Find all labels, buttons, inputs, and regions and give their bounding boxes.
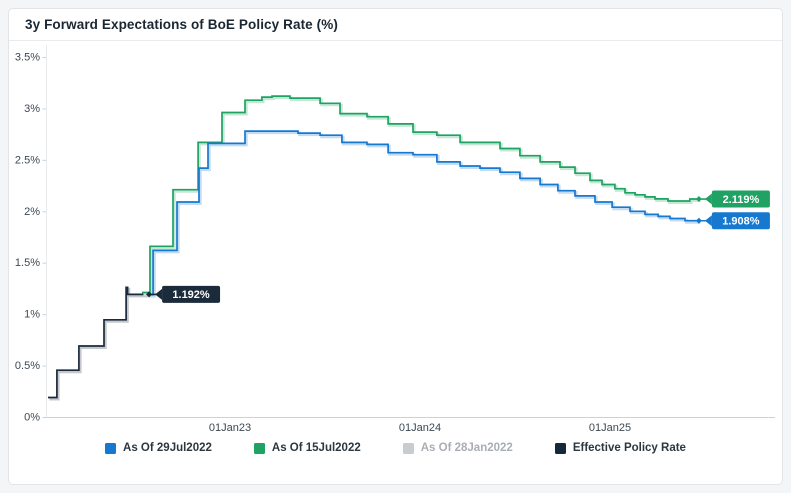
- end-label-pointer-effective-policy-rate: [146, 291, 157, 298]
- chart-header: 3y Forward Expectations of BoE Policy Ra…: [9, 9, 782, 41]
- series-line-as-of-15jul2022[interactable]: [142, 95, 699, 294]
- legend-item-effective-policy-rate[interactable]: Effective Policy Rate: [554, 442, 686, 454]
- end-label-arrow-as-of-29jul2022: [704, 215, 712, 227]
- end-label-arrow-effective-policy-rate: [155, 288, 163, 300]
- end-label-box-as-of-15jul2022: [711, 190, 770, 208]
- x-tick-label: 01Jan23: [209, 422, 251, 434]
- end-label-arrow-as-of-15jul2022: [704, 193, 712, 205]
- legend-label: As Of 15Jul2022: [271, 442, 361, 454]
- y-tick-label: 0.5%: [15, 360, 40, 372]
- end-label-text-effective-policy-rate: 1.192%: [172, 289, 210, 301]
- legend-swatch-effective-policy-rate: [554, 442, 566, 454]
- legend-label: As Of 28Jan2022: [420, 442, 513, 454]
- end-label-box-effective-policy-rate: [162, 285, 221, 303]
- y-tick-label: 0%: [24, 412, 40, 424]
- end-label-pointer-as-of-15jul2022: [695, 196, 706, 203]
- legend-item-as-of-29jul2022[interactable]: As Of 29Jul2022: [105, 442, 212, 454]
- series-halo-as-of-15jul2022: [143, 96, 701, 296]
- legend-label: As Of 29Jul2022: [123, 442, 212, 454]
- y-tick-label: 2%: [24, 206, 40, 218]
- x-tick-label: 01Jan24: [399, 422, 441, 434]
- legend-item-as-of-15jul2022[interactable]: As Of 15Jul2022: [253, 442, 361, 454]
- legend-swatch-as-of-28jan2022: [402, 442, 414, 454]
- series-line-as-of-29jul2022[interactable]: [149, 130, 699, 296]
- series-halo-effective-policy-rate: [49, 287, 151, 401]
- end-label-box-as-of-29jul2022: [711, 212, 770, 230]
- end-label-pointer-as-of-29jul2022: [695, 217, 706, 224]
- legend-label: Effective Policy Rate: [572, 442, 686, 454]
- chart-legend: As Of 29Jul2022 As Of 15Jul2022 As Of 28Ja…: [9, 442, 782, 454]
- legend-item-as-of-28jan2022[interactable]: As Of 28Jan2022: [402, 442, 513, 454]
- end-label-text-as-of-15jul2022: 2.119%: [723, 194, 760, 206]
- page-title: 3y Forward Expectations of BoE Policy Ra…: [25, 17, 338, 32]
- end-label-text-as-of-29jul2022: 1.908%: [722, 216, 760, 228]
- chart-card: 3y Forward Expectations of BoE Policy Ra…: [8, 8, 783, 485]
- legend-swatch-as-of-15jul2022: [253, 442, 265, 454]
- y-tick-label: 3.5%: [15, 52, 40, 64]
- series-halo-as-of-29jul2022: [150, 131, 701, 298]
- x-tick-label: 01Jan25: [589, 422, 631, 434]
- legend-swatch-as-of-29jul2022: [105, 442, 117, 454]
- y-tick-label: 2.5%: [15, 154, 40, 166]
- y-tick-label: 3%: [24, 103, 40, 115]
- y-tick-label: 1%: [24, 309, 40, 321]
- series-line-effective-policy-rate[interactable]: [48, 286, 150, 399]
- y-tick-label: 1.5%: [15, 257, 40, 269]
